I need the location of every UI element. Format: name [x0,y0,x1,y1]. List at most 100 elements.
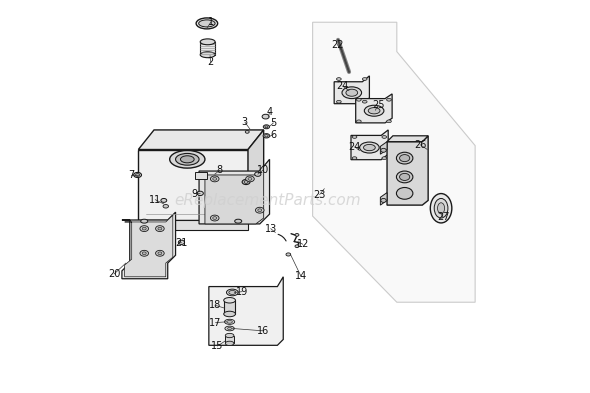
Ellipse shape [142,252,146,255]
Ellipse shape [346,89,358,96]
Ellipse shape [399,173,409,180]
Ellipse shape [136,174,139,176]
Ellipse shape [356,120,361,123]
Ellipse shape [158,252,162,255]
Text: 13: 13 [264,224,277,233]
Ellipse shape [229,290,236,294]
Ellipse shape [225,341,234,345]
Ellipse shape [163,204,169,208]
Ellipse shape [158,227,162,230]
Text: 27: 27 [437,212,449,222]
Text: 7: 7 [128,170,135,180]
Ellipse shape [382,136,386,138]
Text: 14: 14 [295,271,307,281]
Ellipse shape [213,178,217,180]
Ellipse shape [156,250,164,256]
Ellipse shape [227,320,232,323]
Ellipse shape [224,311,235,317]
Ellipse shape [242,180,250,185]
Ellipse shape [368,108,380,114]
Ellipse shape [352,136,357,138]
Polygon shape [200,42,215,55]
Ellipse shape [255,207,264,213]
Ellipse shape [199,20,215,27]
Ellipse shape [430,194,452,223]
Ellipse shape [336,78,341,81]
Ellipse shape [178,240,185,244]
Ellipse shape [362,100,367,103]
Ellipse shape [263,125,270,129]
Ellipse shape [140,226,149,231]
Ellipse shape [156,226,164,231]
Ellipse shape [255,172,261,176]
Text: 1: 1 [208,17,214,27]
Ellipse shape [434,198,448,218]
Polygon shape [205,165,264,224]
Text: 17: 17 [209,318,222,328]
Ellipse shape [262,114,269,119]
Ellipse shape [336,100,341,103]
Polygon shape [248,130,264,220]
Ellipse shape [396,187,413,199]
Ellipse shape [396,171,413,183]
Text: 3: 3 [242,117,248,127]
Text: eReplacementParts.com: eReplacementParts.com [174,193,361,208]
Ellipse shape [356,98,361,101]
Text: 24: 24 [336,81,349,91]
Ellipse shape [213,217,217,219]
Ellipse shape [362,78,367,81]
Text: 21: 21 [175,238,188,248]
Text: 4: 4 [267,107,273,117]
Polygon shape [124,215,173,277]
Ellipse shape [142,227,146,230]
Ellipse shape [364,105,384,116]
Polygon shape [209,277,283,345]
Ellipse shape [265,135,268,137]
Ellipse shape [225,326,234,331]
Ellipse shape [161,198,167,202]
Text: 26: 26 [414,140,427,150]
Ellipse shape [200,39,215,45]
Ellipse shape [438,203,445,214]
Text: 2: 2 [208,57,214,67]
Ellipse shape [227,289,238,296]
Ellipse shape [386,98,391,101]
Text: 8: 8 [217,165,223,175]
Ellipse shape [140,219,148,223]
Ellipse shape [211,215,219,221]
Text: 20: 20 [108,269,120,279]
Ellipse shape [381,148,386,152]
Ellipse shape [399,154,409,162]
Text: 22: 22 [331,40,343,50]
Text: 19: 19 [236,286,248,297]
Ellipse shape [245,176,254,182]
Text: 16: 16 [257,326,269,336]
Text: 11: 11 [149,195,161,205]
Ellipse shape [363,144,375,151]
Ellipse shape [225,333,234,338]
Ellipse shape [248,178,252,180]
Polygon shape [195,172,207,179]
Ellipse shape [360,142,379,153]
Text: 6: 6 [270,130,277,140]
Polygon shape [351,130,388,160]
Polygon shape [135,220,248,230]
Polygon shape [387,136,428,205]
Text: 10: 10 [257,165,269,175]
Text: 9: 9 [191,189,197,199]
Ellipse shape [197,191,204,196]
Polygon shape [199,159,270,224]
Text: 15: 15 [211,341,224,351]
Polygon shape [313,22,475,302]
Polygon shape [122,212,176,279]
Polygon shape [381,193,387,205]
Ellipse shape [134,173,142,178]
Ellipse shape [263,134,270,138]
Ellipse shape [295,233,299,236]
Text: 12: 12 [297,239,309,249]
Text: 24: 24 [349,142,361,152]
Polygon shape [139,130,264,149]
Ellipse shape [170,151,205,168]
Ellipse shape [396,152,413,164]
Ellipse shape [286,253,291,256]
